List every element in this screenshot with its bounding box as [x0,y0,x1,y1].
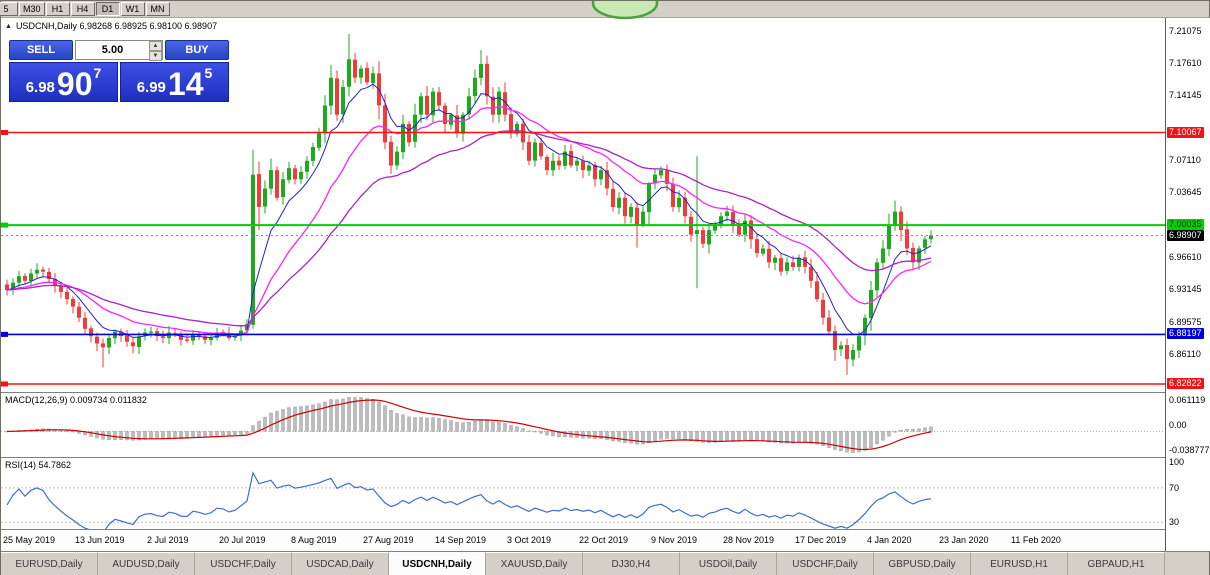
chart-tabs: EURUSD,Daily AUDUSD,Daily USDCHF,Daily USDC… [1,551,1209,575]
chart-tab-audusd-daily[interactable]: AUDUSD,Daily [98,552,195,575]
macd-axis-label: 0.00 [1169,420,1187,431]
rsi-axis-label: 100 [1169,457,1185,468]
chart-tab-usdcnh-daily[interactable]: USDCNH,Daily [389,552,486,575]
date-label: 13 Jun 2019 [75,535,125,545]
price-tick-label: 7.03645 [1169,186,1202,197]
macd-axis-label: -0.038777 [1169,445,1210,455]
chart-tab-eurusd-h1[interactable]: EURUSD,H1 [971,552,1068,575]
ask-point: 5 [204,65,213,81]
date-label: 8 Aug 2019 [291,535,337,545]
bid-price-display[interactable]: 6.98 90 7 [9,62,118,102]
one-click-trading-panel: SELL 5.00 ▲ ▼ BUY 6.98 90 7 6.99 14 5 [9,40,229,102]
price-tick-label: 6.93145 [1169,283,1202,294]
period-button-h4[interactable]: H4 [70,2,95,16]
price-level-label: 7.10067 [1167,126,1204,138]
period-button-d1[interactable]: D1 [95,2,120,16]
price-axis[interactable]: 7.21075 7.17610 7.14145 7.07110 7.03645 6.966… [1165,18,1210,551]
macd-axis-label: 0.061119 [1169,395,1206,405]
ask-pips: 14 [167,65,204,102]
price-tick-label: 7.14145 [1169,89,1202,100]
date-label: 9 Nov 2019 [651,535,698,545]
bid-prefix: 6.98 [25,79,55,96]
chart-tab-usdcad-daily[interactable]: USDCAD,Daily [292,552,389,575]
panel-collapse-icon[interactable]: ▲ [5,22,12,30]
chart-tab-gbpaud-h1[interactable]: GBPAUD,H1 [1068,552,1165,575]
date-label: 4 Jan 2020 [867,535,912,545]
macd-chart[interactable] [1,393,1165,457]
date-label: 27 Aug 2019 [363,535,414,545]
price-tick-label: 7.17610 [1169,57,1202,68]
period-button-m30[interactable]: M30 [19,2,45,16]
timeframe-toolbar: 5 M30 H1 H4 D1 W1 MN [0,1,1209,18]
chart-tab-usdoil-daily[interactable]: USDOil,Daily [680,552,777,575]
bid-point: 7 [93,65,102,81]
rsi-chart[interactable] [1,458,1165,529]
main-chart-panel: ▲ USDCNH,Daily 6.98268 6.98925 6.98100 6… [1,18,1165,392]
price-level-label: 6.82822 [1167,377,1204,389]
period-button-h1[interactable]: H1 [45,2,70,16]
rsi-axis-label: 70 [1169,482,1180,493]
symbol-ohlc-text: USDCNH,Daily 6.98268 6.98925 6.98100 6.9… [15,21,218,31]
date-label: 23 Jan 2020 [939,535,989,545]
date-label: 3 Oct 2019 [507,535,552,545]
price-level-label: 6.88197 [1167,328,1204,340]
symbol-ohlc-line: ▲ USDCNH,Daily 6.98268 6.98925 6.98100 6… [5,21,217,31]
current-price-label: 6.98907 [1167,229,1204,241]
bid-pips: 90 [56,65,93,102]
chart-tab-usdchf-daily[interactable]: USDCHF,Daily [195,552,292,575]
buy-button[interactable]: BUY [165,40,229,60]
chart-tab-usdchf-daily[interactable]: USDCHF,Daily [777,552,874,575]
volume-control[interactable]: 5.00 ▲ ▼ [75,40,163,61]
macd-panel: MACD(12,26,9) 0.009734 0.011832 [1,392,1165,457]
price-tick-label: 7.21075 [1169,25,1202,36]
date-label: 11 Feb 2020 [1011,535,1061,545]
price-tick-label: 6.86110 [1169,348,1201,359]
chart-tab-dj30-h4[interactable]: DJ30,H4 [583,552,680,575]
chart-tab-eurusd-daily[interactable]: EURUSD,Daily [1,552,98,575]
time-axis[interactable]: 25 May 2019 13 Jun 2019 2 Jul 2019 20 Jul 2… [1,529,1165,551]
rsi-panel: RSI(14) 54.7862 [1,457,1165,529]
price-tick-label: 6.96610 [1169,251,1202,262]
sell-button[interactable]: SELL [9,40,73,60]
ask-prefix: 6.99 [136,79,166,96]
date-label: 2 Jul 2019 [147,535,189,545]
period-button-w1[interactable]: W1 [120,2,145,16]
date-label: 20 Jul 2019 [219,535,266,545]
volume-increase-button[interactable]: ▲ [149,41,162,51]
price-level-label: 7.00035 [1167,219,1204,231]
chart-tab-xauusd-daily[interactable]: XAUUSD,Daily [486,552,583,575]
period-button-5[interactable]: 5 [0,2,18,16]
date-label: 25 May 2019 [3,535,56,545]
volume-value[interactable]: 5.00 [101,44,124,56]
date-label: 17 Dec 2019 [795,535,847,545]
rsi-axis-label: 30 [1169,517,1180,528]
date-label: 14 Sep 2019 [435,535,487,545]
ask-price-display[interactable]: 6.99 14 5 [120,62,229,102]
volume-decrease-button[interactable]: ▼ [149,51,162,61]
chart-tab-gbpusd-daily[interactable]: GBPUSD,Daily [874,552,971,575]
price-chart[interactable] [1,18,1165,392]
price-tick-label: 7.07110 [1169,154,1201,165]
period-button-mn[interactable]: MN [145,2,170,16]
macd-label: MACD(12,26,9) 0.009734 0.011832 [5,395,147,405]
date-label: 28 Nov 2019 [723,535,775,545]
price-tick-label: 6.89575 [1169,316,1202,327]
rsi-label: RSI(14) 54.7862 [5,460,72,470]
date-label: 22 Oct 2019 [579,535,629,545]
